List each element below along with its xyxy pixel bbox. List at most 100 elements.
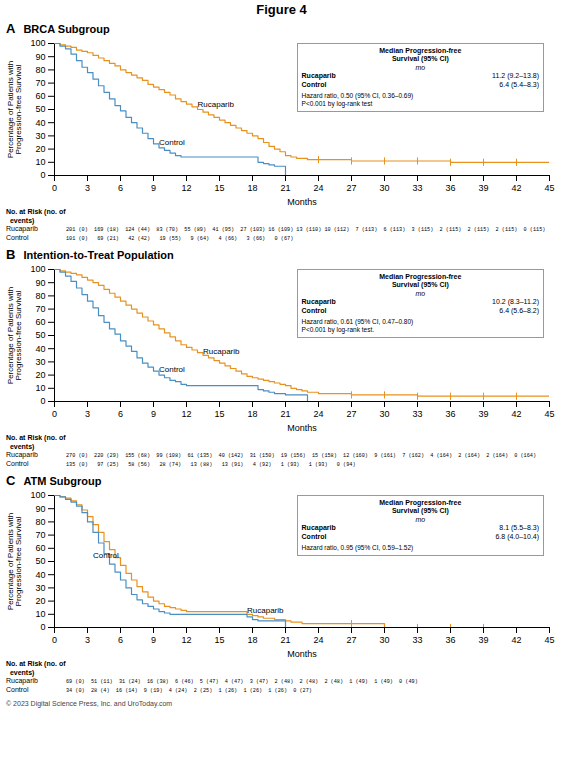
svg-text:21: 21 [280, 409, 290, 419]
html-text:No. at Risk (no. of events): No. at Risk (no. of events) [6, 434, 66, 450]
svg-text:0: 0 [40, 170, 45, 180]
svg-text:3: 3 [85, 635, 90, 645]
svg-text:20: 20 [35, 596, 45, 606]
svg-text:15: 15 [214, 409, 224, 419]
svg-text:90: 90 [35, 52, 45, 62]
svg-text:39: 39 [478, 635, 488, 645]
svg-text:9: 9 [151, 409, 156, 419]
svg-text:36: 36 [445, 409, 455, 419]
svg-text:6: 6 [118, 635, 123, 645]
svg-text:9: 9 [151, 183, 156, 193]
svg-text:0: 0 [52, 409, 57, 419]
svg-text:Months: Months [287, 197, 317, 207]
svg-text:80: 80 [35, 517, 45, 527]
svg-text:42: 42 [511, 409, 521, 419]
svg-text:60: 60 [35, 91, 45, 101]
svg-text:27: 27 [346, 635, 356, 645]
svg-text:Control: Control [159, 138, 185, 147]
svg-text:10: 10 [35, 609, 45, 619]
svg-text:45: 45 [544, 409, 554, 419]
svg-text:Percentage of Patients withPro: Percentage of Patients withProgression-f… [6, 513, 23, 610]
svg-text:40: 40 [35, 118, 45, 128]
svg-text:3: 3 [85, 409, 90, 419]
svg-text:60: 60 [35, 317, 45, 327]
svg-text:0: 0 [52, 635, 57, 645]
svg-text:80: 80 [35, 291, 45, 301]
svg-text:50: 50 [35, 104, 45, 114]
svg-text:21: 21 [280, 183, 290, 193]
svg-text:50: 50 [35, 330, 45, 340]
svg-text:0: 0 [52, 183, 57, 193]
svg-text:70: 70 [35, 530, 45, 540]
svg-text:50: 50 [35, 556, 45, 566]
svg-text:30: 30 [35, 583, 45, 593]
svg-text:15: 15 [214, 183, 224, 193]
svg-text:39: 39 [478, 183, 488, 193]
svg-text:70: 70 [35, 78, 45, 88]
svg-text:45: 45 [544, 635, 554, 645]
svg-text:Percentage of Patients withPro: Percentage of Patients withProgression-f… [6, 61, 23, 158]
svg-text:18: 18 [247, 183, 257, 193]
svg-text:33: 33 [412, 635, 422, 645]
svg-text:80: 80 [35, 65, 45, 75]
html-text:Median Progression-free Surviv: Median Progression-free Survival (95% CI… [379, 47, 462, 63]
svg-text:20: 20 [35, 144, 45, 154]
svg-text:60: 60 [35, 543, 45, 553]
svg-text:90: 90 [35, 504, 45, 514]
svg-text:100: 100 [30, 38, 45, 48]
svg-text:0: 0 [40, 622, 45, 632]
svg-text:33: 33 [412, 409, 422, 419]
svg-text:12: 12 [181, 183, 191, 193]
svg-text:Rucaparib: Rucaparib [198, 100, 235, 109]
svg-text:24: 24 [313, 635, 323, 645]
svg-text:40: 40 [35, 570, 45, 580]
svg-text:12: 12 [181, 409, 191, 419]
svg-text:30: 30 [35, 131, 45, 141]
html-text:Median Progression-free Surviv: Median Progression-free Survival (95% CI… [379, 499, 462, 515]
svg-text:Months: Months [287, 649, 317, 659]
svg-text:36: 36 [445, 183, 455, 193]
svg-text:33: 33 [412, 183, 422, 193]
svg-text:0: 0 [40, 396, 45, 406]
svg-text:9: 9 [151, 635, 156, 645]
svg-text:100: 100 [30, 264, 45, 274]
svg-text:30: 30 [35, 357, 45, 367]
svg-text:45: 45 [544, 183, 554, 193]
html-text:Figure 4: Figure 4 [256, 2, 307, 17]
svg-text:30: 30 [379, 635, 389, 645]
html-text:No. at Risk (no. of events): No. at Risk (no. of events) [6, 208, 66, 224]
svg-text:24: 24 [313, 409, 323, 419]
svg-text:70: 70 [35, 304, 45, 314]
svg-text:21: 21 [280, 635, 290, 645]
svg-text:Control: Control [93, 551, 119, 560]
svg-text:Rucaparib: Rucaparib [203, 347, 240, 356]
html-text:Median Progression-free Surviv: Median Progression-free Survival (95% CI… [379, 273, 462, 289]
svg-text:36: 36 [445, 635, 455, 645]
svg-text:100: 100 [30, 490, 45, 500]
svg-text:24: 24 [313, 183, 323, 193]
svg-text:42: 42 [511, 635, 521, 645]
svg-text:18: 18 [247, 635, 257, 645]
svg-text:6: 6 [118, 409, 123, 419]
svg-text:90: 90 [35, 278, 45, 288]
svg-text:42: 42 [511, 183, 521, 193]
svg-text:Rucaparib: Rucaparib [247, 606, 284, 615]
svg-text:15: 15 [214, 635, 224, 645]
svg-text:10: 10 [35, 157, 45, 167]
svg-text:10: 10 [35, 383, 45, 393]
svg-text:20: 20 [35, 370, 45, 380]
svg-text:27: 27 [346, 409, 356, 419]
svg-text:27: 27 [346, 183, 356, 193]
svg-text:30: 30 [379, 409, 389, 419]
svg-text:39: 39 [478, 409, 488, 419]
svg-text:12: 12 [181, 635, 191, 645]
svg-text:3: 3 [85, 183, 90, 193]
svg-text:Control: Control [159, 365, 185, 374]
svg-text:40: 40 [35, 344, 45, 354]
svg-text:30: 30 [379, 183, 389, 193]
svg-text:6: 6 [118, 183, 123, 193]
svg-text:Months: Months [287, 423, 317, 433]
html-text:No. at Risk (no. of events): No. at Risk (no. of events) [6, 660, 66, 676]
svg-text:18: 18 [247, 409, 257, 419]
svg-text:Percentage of Patients withPro: Percentage of Patients withProgression-f… [6, 287, 23, 384]
